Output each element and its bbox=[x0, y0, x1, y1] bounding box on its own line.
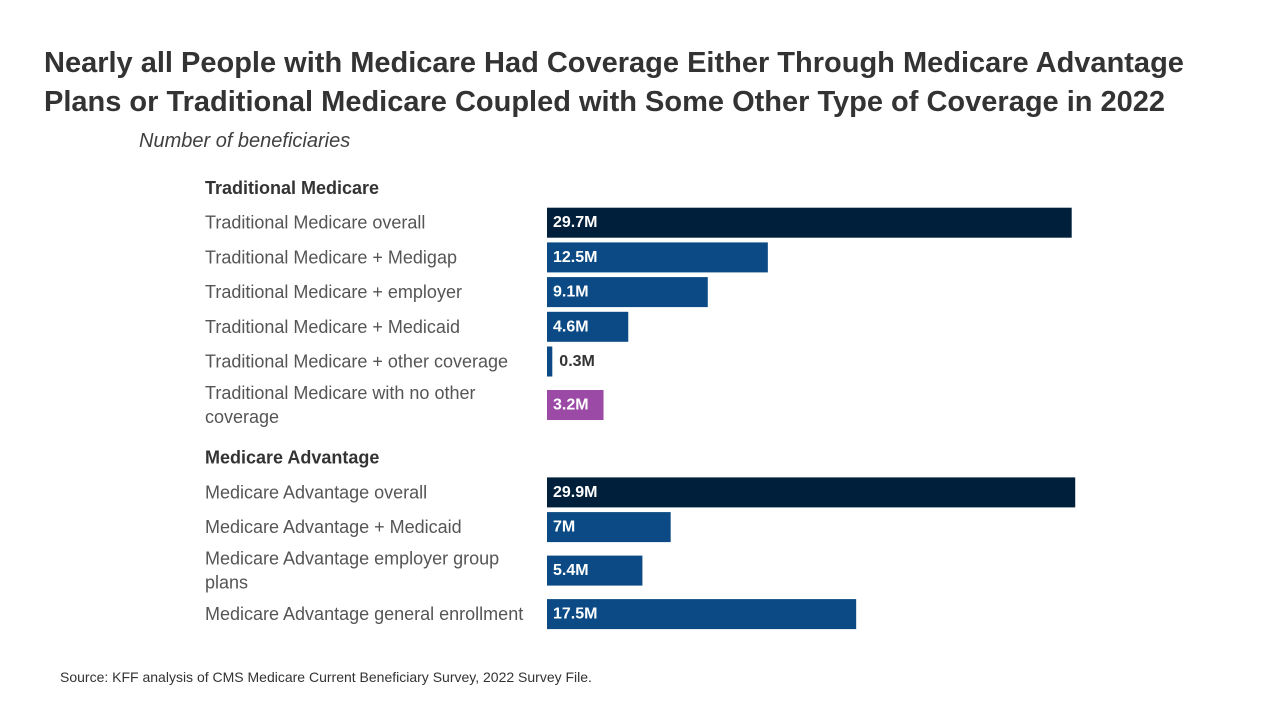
value-label: 17.5M bbox=[553, 606, 597, 623]
group-header: Medicare Advantage bbox=[205, 448, 379, 468]
group-header: Traditional Medicare bbox=[205, 178, 379, 198]
category-label-line: Medicare Advantage general enrollment bbox=[205, 604, 523, 624]
bar-subgroup bbox=[547, 346, 553, 377]
bar-subgroup bbox=[547, 512, 671, 543]
category-label-line: Traditional Medicare overall bbox=[205, 213, 425, 233]
category-label-line: Traditional Medicare + Medicaid bbox=[205, 317, 460, 337]
value-label: 5.4M bbox=[553, 562, 589, 579]
category-label: Medicare Advantage employer group plans bbox=[205, 549, 499, 593]
category-label: Traditional Medicare with no other covera… bbox=[205, 383, 475, 427]
value-label: 12.5M bbox=[553, 249, 597, 266]
category-label-line: Medicare Advantage + Medicaid bbox=[205, 517, 462, 537]
value-label: 9.1M bbox=[553, 284, 589, 301]
category-label: Traditional Medicare + Medigap bbox=[205, 247, 457, 267]
bar-subgroup bbox=[547, 277, 708, 308]
bar-overall bbox=[547, 477, 1076, 508]
bar-no_other bbox=[547, 390, 604, 420]
category-label-line: coverage bbox=[205, 407, 279, 427]
category-label: Traditional Medicare overall bbox=[205, 213, 425, 233]
category-label: Medicare Advantage overall bbox=[205, 482, 427, 502]
value-label: 7M bbox=[553, 519, 575, 536]
category-label: Traditional Medicare + employer bbox=[205, 282, 462, 302]
value-label: 29.7M bbox=[553, 214, 597, 231]
source-note: Source: KFF analysis of CMS Medicare Cur… bbox=[60, 669, 592, 685]
bar-subgroup bbox=[547, 311, 629, 342]
category-label: Medicare Advantage + Medicaid bbox=[205, 517, 462, 537]
value-label: 29.9M bbox=[553, 484, 597, 501]
category-label: Traditional Medicare + other coverage bbox=[205, 352, 508, 372]
bar-subgroup bbox=[547, 242, 768, 273]
category-label: Medicare Advantage general enrollment bbox=[205, 604, 523, 624]
bar-overall bbox=[547, 207, 1072, 238]
category-label: Traditional Medicare + Medicaid bbox=[205, 317, 460, 337]
category-label-line: Medicare Advantage employer group bbox=[205, 549, 499, 569]
category-label-line: Traditional Medicare + other coverage bbox=[205, 352, 508, 372]
category-label-line: Traditional Medicare + employer bbox=[205, 282, 462, 302]
chart-subtitle: Number of beneficiaries bbox=[139, 130, 351, 152]
value-label: 4.6M bbox=[553, 318, 589, 335]
category-label-line: Medicare Advantage overall bbox=[205, 482, 427, 502]
category-label-line: plans bbox=[205, 573, 248, 593]
category-label-line: Traditional Medicare + Medigap bbox=[205, 247, 457, 267]
bar-subgroup bbox=[547, 555, 643, 586]
chart-title: Nearly all People with Medicare Had Cove… bbox=[44, 47, 1184, 118]
value-label: 3.2M bbox=[553, 397, 589, 414]
value-label: 0.3M bbox=[559, 353, 595, 370]
category-label-line: Traditional Medicare with no other bbox=[205, 383, 475, 403]
bar-subgroup bbox=[547, 599, 857, 630]
